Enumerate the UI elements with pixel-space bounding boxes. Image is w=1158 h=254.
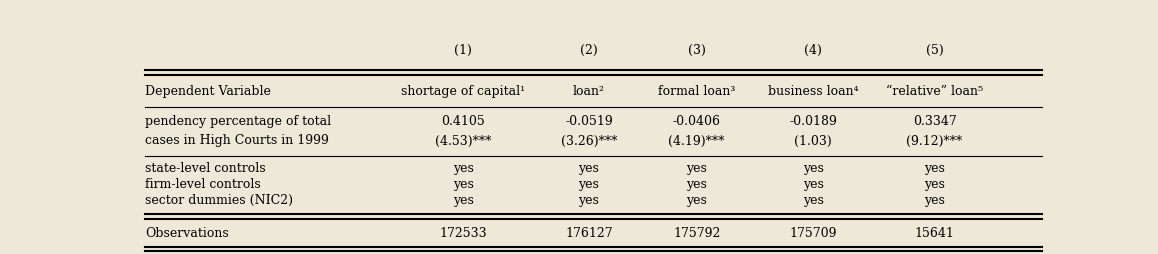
Text: -0.0406: -0.0406 xyxy=(673,115,720,128)
Text: yes: yes xyxy=(687,194,708,207)
Text: yes: yes xyxy=(579,194,600,207)
Text: cases in High Courts in 1999: cases in High Courts in 1999 xyxy=(145,134,329,148)
Text: (3.26)***: (3.26)*** xyxy=(560,134,617,148)
Text: (4.19)***: (4.19)*** xyxy=(668,134,725,148)
Text: 175792: 175792 xyxy=(673,227,720,240)
Text: -0.0519: -0.0519 xyxy=(565,115,613,128)
Text: “relative” loan⁵: “relative” loan⁵ xyxy=(886,85,983,98)
Text: Dependent Variable: Dependent Variable xyxy=(145,85,271,98)
Text: yes: yes xyxy=(802,162,823,175)
Text: yes: yes xyxy=(579,162,600,175)
Text: 0.3347: 0.3347 xyxy=(913,115,957,128)
Text: yes: yes xyxy=(453,162,474,175)
Text: shortage of capital¹: shortage of capital¹ xyxy=(402,85,526,98)
Text: yes: yes xyxy=(579,178,600,190)
Text: yes: yes xyxy=(453,194,474,207)
Text: 0.4105: 0.4105 xyxy=(441,115,485,128)
Text: yes: yes xyxy=(687,178,708,190)
Text: yes: yes xyxy=(453,178,474,190)
Text: (5): (5) xyxy=(925,43,944,57)
Text: sector dummies (NIC2): sector dummies (NIC2) xyxy=(145,194,293,207)
Text: loan²: loan² xyxy=(573,85,604,98)
Text: (4): (4) xyxy=(805,43,822,57)
Text: (4.53)***: (4.53)*** xyxy=(435,134,491,148)
Text: 175709: 175709 xyxy=(790,227,837,240)
Text: yes: yes xyxy=(687,162,708,175)
Text: yes: yes xyxy=(924,194,945,207)
Text: state-level controls: state-level controls xyxy=(145,162,265,175)
Text: yes: yes xyxy=(802,178,823,190)
Text: 15641: 15641 xyxy=(915,227,954,240)
Text: (1.03): (1.03) xyxy=(794,134,833,148)
Text: pendency percentage of total: pendency percentage of total xyxy=(145,115,331,128)
Text: yes: yes xyxy=(924,178,945,190)
Text: (9.12)***: (9.12)*** xyxy=(907,134,962,148)
Text: Observations: Observations xyxy=(145,227,228,240)
Text: (2): (2) xyxy=(580,43,598,57)
Text: 172533: 172533 xyxy=(440,227,488,240)
Text: business loan⁴: business loan⁴ xyxy=(768,85,859,98)
Text: yes: yes xyxy=(924,162,945,175)
Text: 176127: 176127 xyxy=(565,227,613,240)
Text: (3): (3) xyxy=(688,43,705,57)
Text: (1): (1) xyxy=(454,43,472,57)
Text: formal loan³: formal loan³ xyxy=(658,85,735,98)
Text: -0.0189: -0.0189 xyxy=(790,115,837,128)
Text: firm-level controls: firm-level controls xyxy=(145,178,261,190)
Text: yes: yes xyxy=(802,194,823,207)
